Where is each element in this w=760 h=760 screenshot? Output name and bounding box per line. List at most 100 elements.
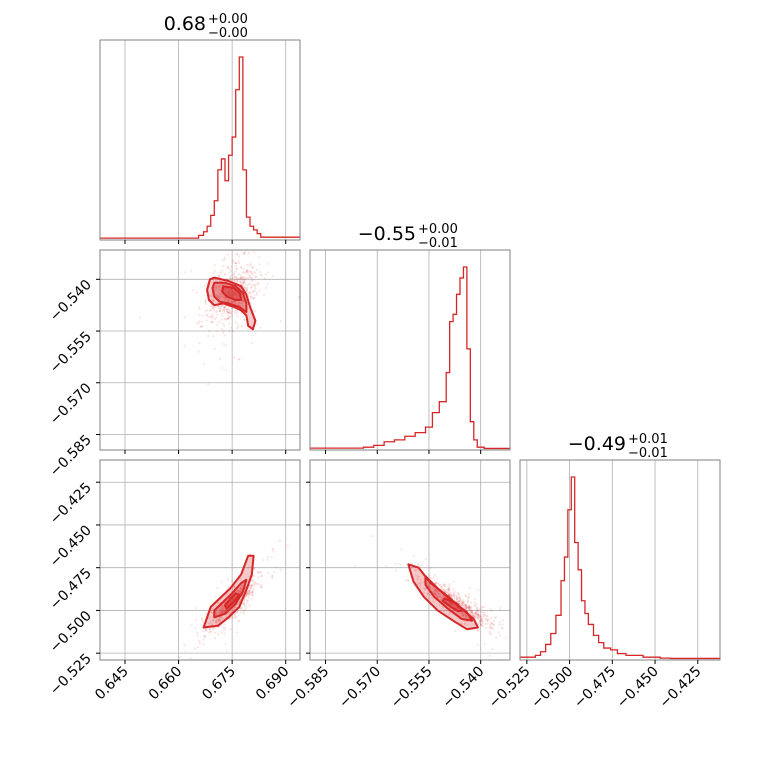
scatter-point	[215, 613, 218, 616]
scatter-point	[444, 591, 447, 594]
scatter-point	[479, 616, 482, 619]
scatter-point	[204, 300, 207, 303]
scatter-point	[209, 309, 212, 312]
scatter-point	[245, 593, 248, 596]
scatter-point	[217, 305, 220, 308]
scatter-point	[464, 595, 467, 598]
y-tick-label: −0.425	[47, 480, 95, 528]
scatter-point	[255, 294, 258, 297]
scatter-point	[252, 574, 255, 578]
scatter-point	[433, 592, 437, 595]
scatter-point	[220, 318, 223, 321]
scatter-point	[220, 296, 224, 299]
scatter-point	[476, 613, 479, 616]
scatter-point	[204, 302, 207, 305]
scatter-point	[242, 275, 245, 278]
scatter-point	[471, 613, 474, 616]
scatter-point	[219, 308, 222, 311]
scatter-point	[241, 296, 244, 299]
scatter-point	[204, 634, 207, 638]
scatter-point	[223, 623, 226, 626]
scatter-point	[266, 282, 269, 285]
scatter-point	[210, 611, 214, 615]
scatter-point	[251, 592, 254, 595]
scatter-point	[184, 650, 187, 653]
scatter-point	[235, 277, 238, 281]
scatter-point	[227, 300, 230, 303]
scatter-point	[226, 266, 229, 269]
scatter-point	[458, 595, 461, 598]
scatter-point	[260, 584, 263, 587]
scatter-point	[463, 613, 466, 616]
scatter-point	[264, 273, 267, 276]
scatter-point	[426, 593, 429, 596]
scatter-point	[194, 627, 197, 630]
scatter-point	[242, 299, 245, 303]
scatter-point	[481, 605, 484, 609]
scatter-point	[246, 268, 249, 271]
scatter-point	[219, 306, 222, 309]
scatter-point	[491, 622, 494, 625]
scatter-point	[253, 285, 256, 288]
scatter-point	[230, 300, 233, 303]
scatter-point	[241, 587, 244, 590]
scatter-point	[272, 547, 275, 550]
scatter-point	[190, 624, 193, 627]
scatter-point	[476, 609, 479, 612]
scatter-point	[227, 317, 230, 320]
scatter-point	[247, 590, 250, 593]
scatter-point	[434, 593, 437, 596]
scatter-point	[184, 271, 187, 274]
scatter-point	[223, 306, 226, 309]
scatter-point	[198, 308, 201, 311]
scatter-point	[483, 643, 486, 646]
scatter-point	[249, 276, 252, 279]
scatter-point	[240, 325, 243, 328]
scatter-point	[233, 302, 236, 305]
scatter-point	[252, 283, 256, 286]
scatter-point	[419, 584, 422, 587]
scatter-point	[492, 627, 495, 631]
scatter-point	[475, 613, 478, 616]
scatter-point	[243, 278, 246, 281]
scatter-point	[235, 590, 238, 593]
scatter-point	[489, 607, 492, 610]
scatter-point	[218, 271, 221, 274]
scatter-point	[196, 646, 199, 649]
scatter-point	[474, 613, 477, 616]
scatter-point	[490, 626, 494, 630]
scatter-point	[248, 591, 251, 594]
scatter-point	[250, 271, 253, 274]
scatter-point	[224, 305, 227, 308]
scatter-point	[416, 583, 419, 586]
scatter-point	[239, 598, 242, 601]
scatter-point	[417, 575, 420, 578]
scatter-point	[230, 580, 234, 583]
scatter-point	[438, 592, 441, 596]
scatter-point	[418, 564, 421, 567]
scatter-point	[445, 590, 448, 594]
scatter-point	[222, 322, 225, 325]
scatter-point	[216, 586, 219, 590]
scatter-point	[485, 618, 488, 621]
scatter-point	[238, 277, 241, 280]
scatter-point	[466, 616, 469, 619]
scatter-point	[239, 608, 242, 611]
scatter-point	[236, 279, 239, 282]
scatter-point	[385, 565, 388, 568]
scatter-point	[245, 288, 249, 291]
scatter-point	[198, 306, 201, 309]
scatter-point	[467, 607, 470, 610]
scatter-point	[259, 326, 262, 329]
scatter-point	[241, 300, 244, 303]
scatter-point	[452, 594, 455, 597]
scatter-point	[183, 344, 186, 347]
scatter-point	[205, 629, 208, 632]
scatter-point	[226, 265, 229, 268]
scatter-point	[223, 608, 226, 611]
scatter-point	[217, 274, 220, 277]
scatter-point	[245, 599, 248, 602]
scatter-point	[222, 297, 225, 300]
scatter-point	[490, 617, 493, 620]
scatter-point	[218, 617, 221, 620]
